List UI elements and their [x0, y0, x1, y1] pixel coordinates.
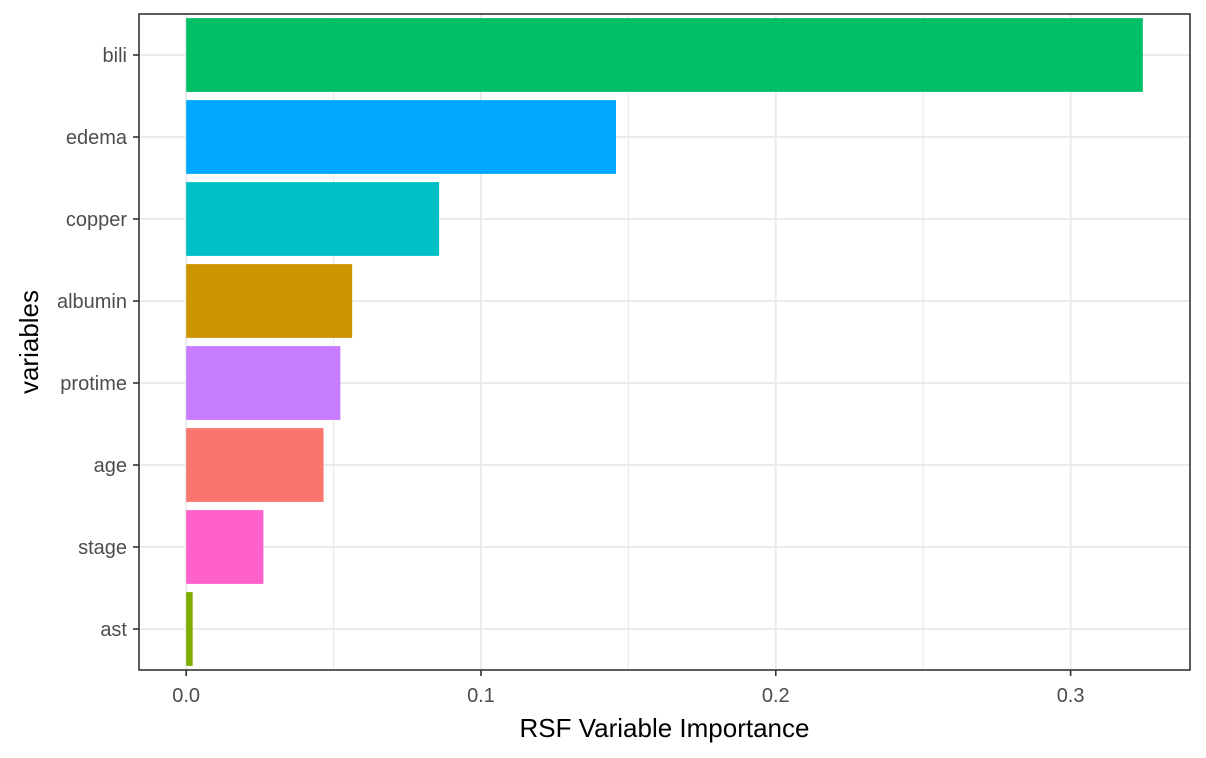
x-tick-label: 0.3	[1057, 685, 1085, 707]
bars	[186, 18, 1143, 666]
y-tick-label: protime	[60, 373, 127, 395]
x-tick-label: 0.2	[762, 685, 790, 707]
x-tick-label: 0.1	[467, 685, 495, 707]
y-tick-label: ast	[100, 619, 127, 641]
x-axis: 0.0 0.1 0.2 0.3	[172, 670, 1085, 707]
y-tick-label: copper	[66, 209, 127, 231]
bar-age	[186, 428, 324, 502]
plot-panel-border	[138, 13, 1191, 671]
y-axis-title: variables	[14, 290, 44, 394]
y-tick-label: edema	[66, 127, 128, 149]
bar-stage	[186, 510, 264, 584]
bar-albumin	[186, 264, 353, 338]
y-tick-label: age	[94, 455, 127, 477]
bar-copper	[186, 182, 440, 256]
bar-ast	[186, 592, 193, 666]
bar-edema	[186, 100, 617, 174]
bar-bili	[186, 18, 1143, 92]
bar-protime	[186, 346, 341, 420]
y-tick-label: bili	[103, 45, 127, 67]
y-tick-label: albumin	[57, 291, 127, 313]
y-tick-label: stage	[78, 537, 127, 559]
x-tick-label: 0.0	[172, 685, 200, 707]
x-axis-title: RSF Variable Importance	[520, 713, 810, 743]
y-axis: bili edema copper albumin protime age stage ast	[57, 45, 139, 641]
